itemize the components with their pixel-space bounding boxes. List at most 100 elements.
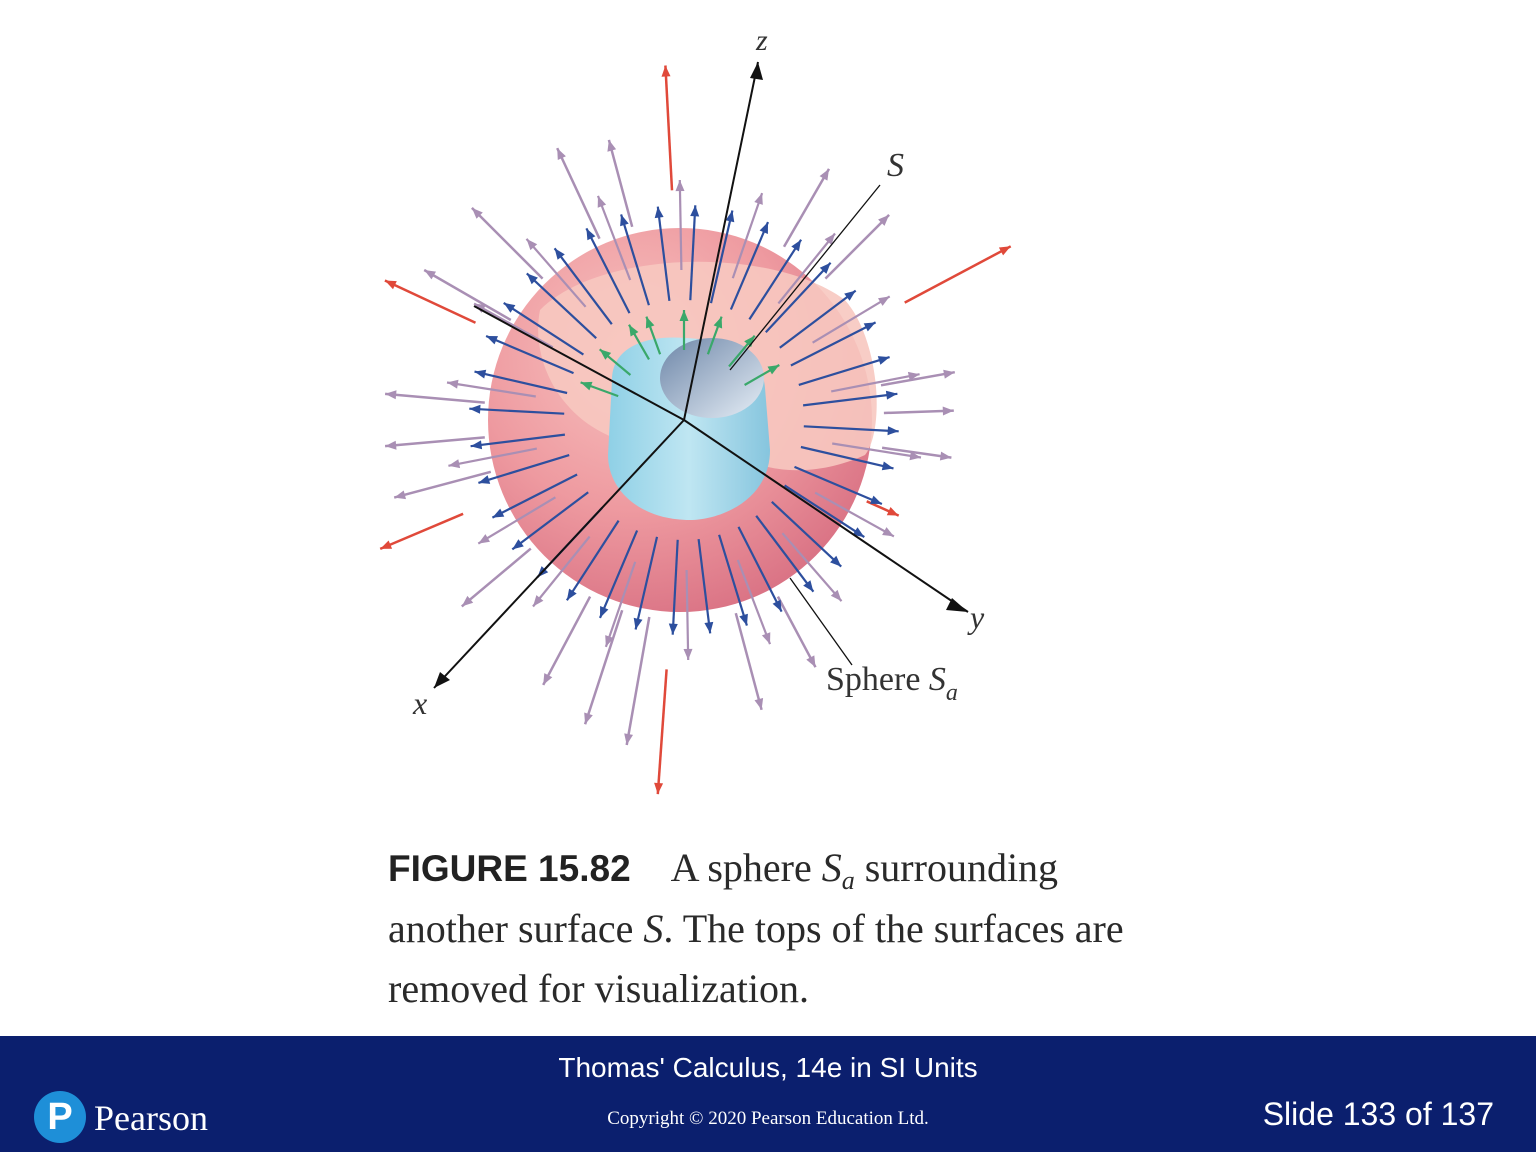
- vector-arrow-32: [697, 538, 714, 634]
- vector-arrow-3: [379, 512, 464, 551]
- sphere-sa-label-text: Sphere: [826, 661, 929, 698]
- sphere-sa-leader: [789, 577, 853, 666]
- copyright-notice: Copyright © 2020 Pearson Education Ltd.: [607, 1108, 929, 1129]
- caption-text-3: . The tops of the surfaces are removed f…: [388, 906, 1124, 1011]
- vector-arrow-61: [814, 491, 895, 538]
- vector-arrow-14: [384, 390, 485, 404]
- vector-arrow-42: [469, 404, 565, 415]
- caption-symbol-1: S: [821, 845, 842, 890]
- vector-arrow-76: [812, 295, 891, 344]
- vector-arrow-8: [471, 207, 544, 280]
- vector-arrow-6: [556, 147, 601, 240]
- vector-arrow-83: [580, 381, 619, 398]
- vector-arrow-44: [485, 334, 574, 375]
- vector-arrow-62: [781, 532, 843, 602]
- vector-arrow-22: [776, 596, 817, 668]
- caption-subscript-1: a: [841, 866, 855, 895]
- vector-arrow-18: [542, 596, 592, 686]
- book-title: Thomas' Calculus, 14e in SI Units: [558, 1052, 978, 1083]
- vector-arrow-30: [737, 526, 783, 613]
- vector-arrow-51: [689, 205, 700, 301]
- slide-footer: Thomas' Calculus, 14e in SI Units Copyri…: [0, 1036, 1536, 1152]
- vector-arrow-79: [679, 310, 689, 350]
- vector-arrow-9: [782, 168, 831, 248]
- vector-field-back: [379, 65, 1012, 795]
- vector-arrow-54: [748, 239, 803, 320]
- vector-arrow-10: [824, 214, 890, 280]
- vector-arrow-35: [598, 530, 639, 619]
- vector-arrow-73: [675, 179, 685, 271]
- vector-arrow-39: [491, 473, 578, 519]
- vector-arrow-52: [709, 210, 735, 304]
- vector-arrow-41: [470, 433, 566, 450]
- vector-arrow-66: [532, 535, 591, 608]
- vector-arrow-21: [734, 612, 764, 711]
- vector-arrow-33: [668, 539, 679, 635]
- vector-arrow-64: [683, 569, 693, 661]
- vector-arrow-13: [881, 446, 952, 461]
- vector-arrow-4: [654, 669, 668, 795]
- y-axis: [683, 419, 969, 613]
- figure-caption: FIGURE 15.82 A sphere Sa surrounding anot…: [388, 838, 1168, 1019]
- vector-arrow-77: [830, 371, 920, 393]
- vector-arrow-53: [729, 221, 770, 310]
- sphere-sa-label-subscript: a: [946, 680, 958, 706]
- vector-arrow-27: [784, 484, 865, 539]
- vector-arrow-74: [731, 192, 764, 279]
- vector-arrow-82: [744, 364, 780, 386]
- z-axis-label: z: [755, 24, 768, 57]
- x-axis: [433, 419, 685, 689]
- vector-arrow-60: [832, 442, 922, 461]
- vector-arrow-7: [607, 139, 634, 228]
- vector-arrow-1: [904, 245, 1012, 304]
- z-axis-arrowhead: [750, 62, 763, 80]
- vector-field-illustration: z y x S Sphere Sa: [379, 24, 1012, 795]
- vector-arrow-71: [525, 238, 587, 308]
- inner-surface-opening: [660, 338, 764, 418]
- vector-arrow-17: [460, 547, 532, 608]
- vector-arrow-0: [661, 65, 674, 191]
- surface-s-leader: [729, 184, 881, 371]
- vector-arrow-67: [477, 496, 556, 545]
- x-axis-arrowhead: [434, 672, 450, 688]
- vector-arrow-28: [771, 500, 842, 568]
- surface-s-label: S: [887, 147, 904, 184]
- vector-arrow-16: [393, 470, 492, 500]
- vector-arrow-23: [423, 268, 512, 322]
- vector-arrow-68: [448, 447, 538, 469]
- axes: [433, 61, 969, 689]
- figure-15-82: z y x S Sphere Sa: [330, 20, 1050, 810]
- vector-arrow-59: [802, 390, 898, 407]
- vector-arrow-15: [384, 436, 485, 450]
- sphere-sa-label-symbol: S: [929, 661, 946, 698]
- x-axis-back: [473, 305, 685, 421]
- vector-arrow-63: [736, 559, 772, 645]
- vector-arrow-55: [764, 262, 832, 333]
- vector-arrow-69: [446, 379, 536, 398]
- vector-arrow-29: [755, 515, 815, 593]
- vector-arrow-50: [654, 206, 671, 302]
- vector-arrow-46: [526, 272, 597, 340]
- vector-arrow-75: [777, 232, 836, 305]
- vector-arrow-19: [583, 609, 624, 725]
- vector-arrow-24: [803, 425, 899, 436]
- caption-symbol-2: S: [643, 906, 664, 951]
- pearson-logo-text: Pearson: [94, 1098, 208, 1138]
- caption-text-1: A sphere: [670, 845, 822, 890]
- vector-arrow-31: [718, 534, 748, 626]
- x-axis-label: x: [412, 685, 427, 721]
- vector-arrow-80: [706, 316, 723, 355]
- vector-arrow-85: [628, 324, 650, 360]
- vector-arrow-72: [596, 195, 632, 281]
- vector-arrow-25: [800, 445, 894, 471]
- vector-arrow-57: [790, 321, 877, 367]
- vector-arrow-81: [728, 334, 756, 368]
- vector-arrow-78: [645, 316, 662, 355]
- pearson-logo-icon: P: [34, 1091, 86, 1143]
- vector-arrow-12: [883, 406, 954, 416]
- vector-arrow-40: [478, 454, 570, 484]
- vector-arrow-20: [624, 616, 651, 746]
- vector-arrow-36: [565, 520, 620, 601]
- figure-number: FIGURE 15.82: [388, 848, 631, 889]
- vector-arrow-49: [620, 214, 650, 306]
